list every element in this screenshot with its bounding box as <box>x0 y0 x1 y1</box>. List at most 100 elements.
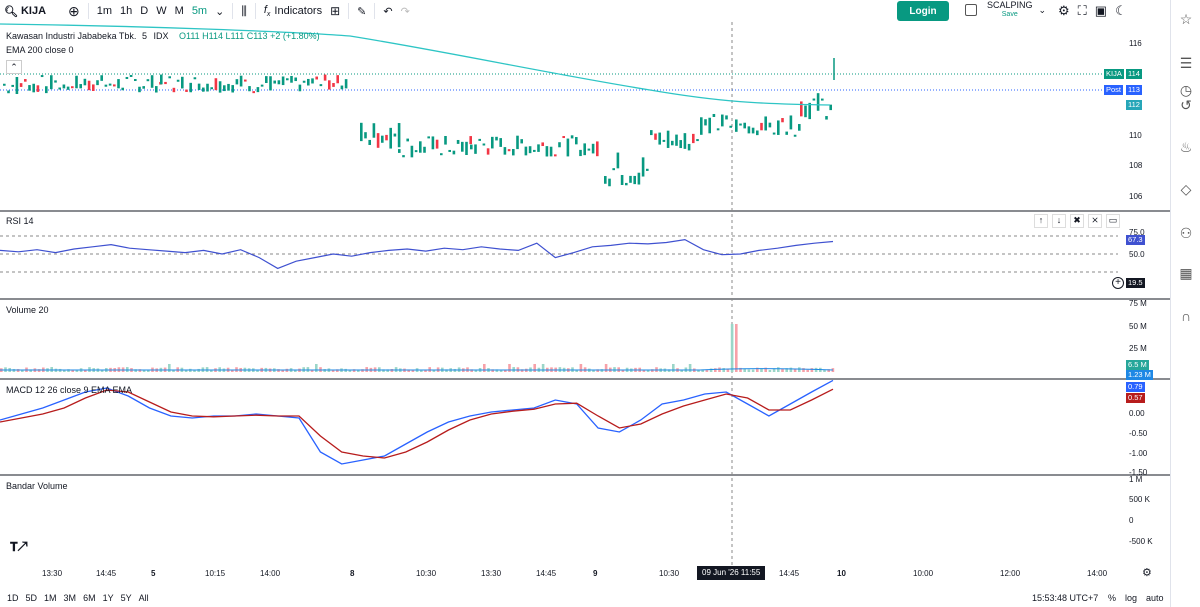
volume-bar <box>810 368 814 372</box>
indicators-button[interactable]: fx Indicators <box>260 0 326 22</box>
tradingview-logo[interactable]: 𝐓↗ <box>10 540 28 554</box>
candle <box>129 74 133 77</box>
settings-icon[interactable]: ⚙ <box>1058 3 1070 18</box>
diamond-icon[interactable]: ◇ <box>1180 181 1192 197</box>
theme-moon-icon[interactable]: ☾ <box>1115 3 1127 18</box>
volume-bar <box>147 369 150 372</box>
candle <box>804 105 807 118</box>
candle <box>181 76 184 89</box>
chart-type-button[interactable]: ⫼ <box>237 0 251 22</box>
redo-button[interactable]: ↷ <box>397 0 414 22</box>
login-button[interactable]: Login <box>897 1 949 21</box>
range-6m[interactable]: 6M <box>83 592 96 603</box>
delete-icon[interactable]: ✖ <box>1070 214 1084 228</box>
range-5d[interactable]: 5D <box>25 592 38 603</box>
auto-toggle[interactable]: auto <box>1146 592 1164 603</box>
candle <box>117 79 120 89</box>
volume-bar <box>336 369 339 372</box>
move-down-icon[interactable]: ↓ <box>1052 214 1066 228</box>
range-3m[interactable]: 3M <box>63 592 77 603</box>
candle <box>273 80 276 84</box>
layout-selector[interactable]: SCALPING Save ⌄ <box>965 1 1046 19</box>
headset-icon[interactable]: ∩ <box>1180 308 1192 324</box>
volume-bar <box>386 369 389 372</box>
interval-selected[interactable]: 5m <box>191 5 208 17</box>
watchlist-icon[interactable]: ☰ <box>1179 55 1193 71</box>
compare-button[interactable]: ⊕ <box>64 0 84 22</box>
volume-bar <box>184 369 188 372</box>
range-1m[interactable]: 1M <box>44 592 57 603</box>
volume-bar <box>382 369 385 372</box>
star-icon[interactable]: ☆ <box>1179 11 1193 27</box>
collapse-icon[interactable]: ⨯ <box>1088 214 1102 228</box>
volume-bar <box>504 369 507 372</box>
interval-dropdown-button[interactable]: ⌄ <box>211 0 228 22</box>
legend-ema: EMA 200 close 0 <box>6 45 74 55</box>
interval-m[interactable]: M <box>174 5 184 17</box>
candle <box>125 76 129 79</box>
interval-w[interactable]: W <box>156 5 167 17</box>
interval-d[interactable]: D <box>140 5 149 17</box>
volume-bar <box>138 369 142 372</box>
candle <box>146 79 150 82</box>
alert-clock-icon[interactable]: ◷ <box>1179 82 1193 98</box>
percent-toggle[interactable]: % <box>1108 592 1117 603</box>
candle <box>62 84 66 89</box>
range-all[interactable]: All <box>138 592 149 603</box>
volume-bar <box>697 369 700 372</box>
interval-1h[interactable]: 1h <box>120 5 133 17</box>
candle <box>785 131 788 135</box>
collapse-legend-button[interactable]: ⌃ <box>6 60 22 74</box>
candle <box>142 86 145 89</box>
templates-button[interactable]: ⊞ <box>326 0 344 22</box>
candle <box>562 136 565 139</box>
camera-icon[interactable]: ▣ <box>1094 3 1108 18</box>
clock[interactable]: 15:53:48 UTC+7 <box>1032 592 1099 603</box>
range-1d[interactable]: 1D <box>7 592 19 603</box>
candle <box>516 135 519 150</box>
candle <box>398 149 401 153</box>
legend-ohlc: O111 H114 L111 C113 +2 (+1.80%) <box>179 31 320 41</box>
time-axis-settings-icon[interactable]: ⚙ <box>1142 567 1152 579</box>
candle <box>368 139 371 145</box>
candle <box>134 79 137 82</box>
candle <box>138 86 141 93</box>
volume-bar <box>701 369 704 372</box>
bot-icon[interactable]: ⚇ <box>1179 225 1193 241</box>
candle <box>829 104 832 111</box>
candle <box>662 139 666 142</box>
move-up-icon[interactable]: ↑ <box>1034 214 1048 228</box>
candle <box>760 122 763 131</box>
post-price-badge: 113 <box>1126 85 1142 95</box>
drawing-button[interactable]: ✎ <box>353 0 370 22</box>
candle <box>666 130 670 148</box>
undo-button[interactable]: ↶ <box>379 0 396 22</box>
time-axis[interactable]: 13:30 14:45 5 10:15 14:00 8 10:30 13:30 14:45 9 10… <box>0 566 1170 582</box>
volume-bar <box>735 324 738 372</box>
macd-title: MACD 12 26 close 9 EMA EMA <box>6 385 133 395</box>
interval-1m[interactable]: 1m <box>96 5 113 17</box>
candle <box>474 144 477 154</box>
candle <box>712 113 716 117</box>
volume-bar <box>277 369 280 372</box>
maximize-icon[interactable]: ▭ <box>1106 214 1120 228</box>
chart-canvas[interactable] <box>0 22 1170 588</box>
log-toggle[interactable]: log <box>1125 592 1138 603</box>
range-5y[interactable]: 5Y <box>120 592 132 603</box>
history-icon[interactable]: ↺ <box>1180 97 1192 113</box>
volume-bar <box>672 364 675 372</box>
add-level-icon[interactable]: + <box>1112 277 1124 289</box>
fullscreen-icon[interactable]: ⛶ <box>1077 3 1087 18</box>
candle <box>537 144 540 152</box>
calendar-icon[interactable]: ▦ <box>1179 265 1193 281</box>
candle <box>708 117 711 134</box>
candle <box>315 76 318 80</box>
pane-controls: ↑ ↓ ✖ ⨯ ▭ <box>1034 214 1120 228</box>
volume-bar <box>491 369 494 372</box>
symbol-search-button[interactable]: 🔍︎ KIJA <box>0 0 50 22</box>
flame-icon[interactable]: ♨ <box>1179 139 1193 155</box>
plus-circle-icon: ⊕ <box>68 2 80 19</box>
volume-bar <box>667 369 671 372</box>
range-1y[interactable]: 1Y <box>102 592 114 603</box>
candle <box>470 144 473 150</box>
